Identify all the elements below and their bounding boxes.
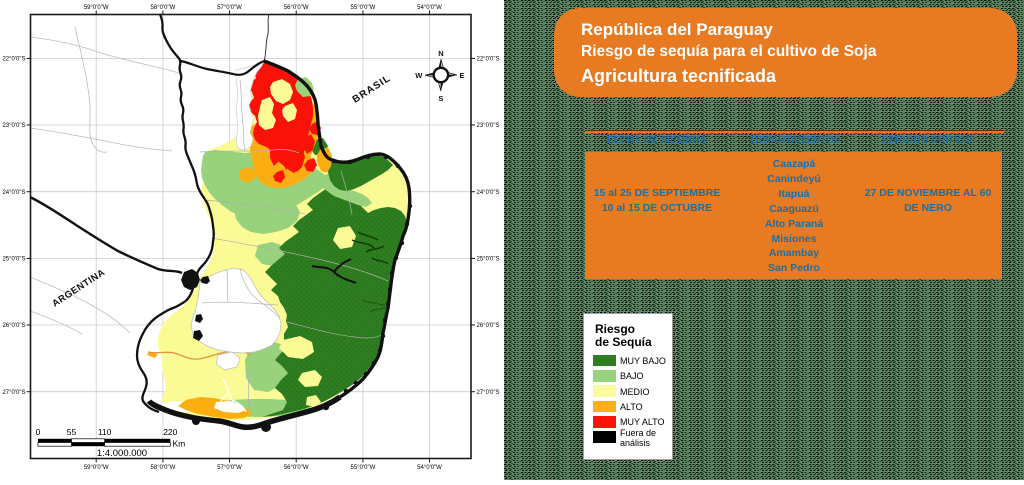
svg-text:27°0'0"S: 27°0'0"S	[477, 390, 500, 396]
svg-text:25°0'0"S: 25°0'0"S	[477, 257, 500, 263]
svg-text:S: S	[438, 94, 443, 103]
svg-text:22°0'0"S: 22°0'0"S	[2, 57, 25, 63]
svg-text:26°0'0"S: 26°0'0"S	[477, 323, 500, 329]
svg-text:57°0'0"W: 57°0'0"W	[217, 5, 242, 11]
svg-text:59°0'0"W: 59°0'0"W	[84, 465, 109, 471]
svg-text:W: W	[415, 71, 423, 80]
svg-text:22°0'0"S: 22°0'0"S	[477, 57, 500, 63]
svg-text:58°0'0"W: 58°0'0"W	[151, 465, 176, 471]
svg-text:26°0'0"S: 26°0'0"S	[2, 323, 25, 329]
svg-text:58°0'0"W: 58°0'0"W	[151, 5, 176, 11]
svg-text:N: N	[438, 49, 443, 58]
svg-text:55°0'0"W: 55°0'0"W	[351, 5, 376, 11]
svg-text:56°0'0"W: 56°0'0"W	[284, 465, 309, 471]
svg-text:24°0'0"S: 24°0'0"S	[2, 190, 25, 196]
svg-text:57°0'0"W: 57°0'0"W	[217, 465, 242, 471]
svg-text:55°0'0"W: 55°0'0"W	[351, 465, 376, 471]
svg-text:54°0'0"W: 54°0'0"W	[417, 5, 442, 11]
svg-text:59°0'0"W: 59°0'0"W	[84, 5, 109, 11]
svg-text:Km: Km	[173, 439, 186, 449]
svg-text:0: 0	[36, 427, 41, 437]
svg-text:56°0'0"W: 56°0'0"W	[284, 5, 309, 11]
svg-text:54°0'0"W: 54°0'0"W	[417, 465, 442, 471]
svg-text:25°0'0"S: 25°0'0"S	[2, 257, 25, 263]
svg-text:110: 110	[98, 427, 112, 437]
svg-text:23°0'0"S: 23°0'0"S	[2, 123, 25, 129]
svg-text:1:4.000.000: 1:4.000.000	[97, 448, 147, 459]
svg-text:E: E	[460, 71, 465, 80]
svg-text:24°0'0"S: 24°0'0"S	[477, 190, 500, 196]
svg-text:27°0'0"S: 27°0'0"S	[2, 390, 25, 396]
svg-text:23°0'0"S: 23°0'0"S	[477, 123, 500, 129]
svg-text:55: 55	[67, 427, 77, 437]
svg-text:220: 220	[163, 427, 177, 437]
